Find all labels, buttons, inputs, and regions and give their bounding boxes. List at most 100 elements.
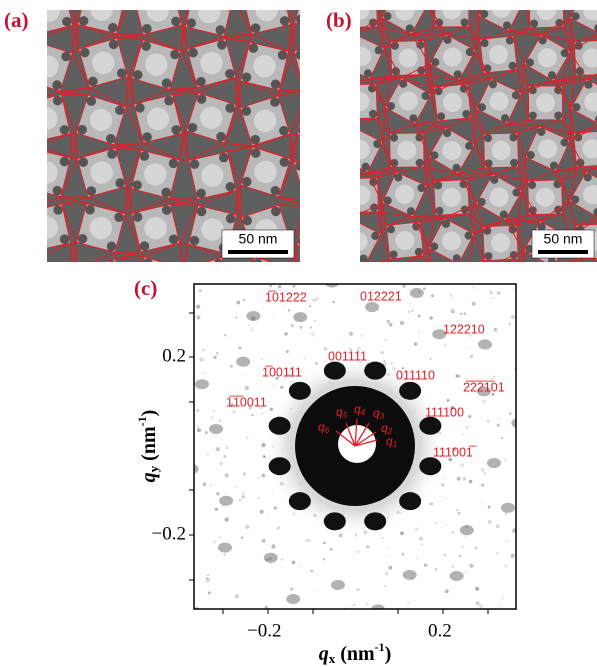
tiling-edge <box>336 254 337 261</box>
noise <box>330 548 333 551</box>
noise <box>356 588 359 591</box>
noise <box>288 309 291 312</box>
tile-dot <box>170 50 180 60</box>
tiling-edge <box>0 198 17 215</box>
noise <box>314 320 316 322</box>
scale-bar <box>538 250 588 254</box>
tile-dot <box>226 182 236 192</box>
tiling-edge <box>562 295 571 304</box>
square-tile <box>0 95 17 144</box>
noise <box>481 484 484 487</box>
noise <box>552 491 556 495</box>
noise <box>472 302 476 306</box>
tiling-edge <box>330 213 345 227</box>
noise <box>322 272 325 275</box>
tile-dot <box>78 157 88 167</box>
tiling-edge <box>423 0 427 4</box>
noise <box>538 445 541 448</box>
tile-core <box>491 233 510 252</box>
tile-dot <box>251 23 261 33</box>
tile-core <box>395 185 414 204</box>
tile-dot <box>33 261 43 271</box>
noise <box>419 537 423 541</box>
noise <box>497 605 499 607</box>
square-tile <box>571 264 597 309</box>
tile-core <box>310 219 332 241</box>
outer-spot <box>219 496 233 506</box>
tiling-edge <box>330 261 337 284</box>
tile-dot <box>461 0 469 1</box>
tile-dot <box>328 132 338 142</box>
tiling-edge <box>332 166 343 179</box>
tiling-edge <box>0 148 18 197</box>
noise <box>467 272 470 275</box>
noise <box>466 426 468 428</box>
noise <box>324 347 328 351</box>
tiling-edge <box>17 79 22 106</box>
noise <box>225 446 229 450</box>
noise <box>521 354 523 356</box>
tiling-edge <box>561 270 571 295</box>
noise <box>464 313 466 315</box>
noise <box>287 270 290 273</box>
tile-core <box>0 109 4 131</box>
reflection-index: 111001̅ <box>433 445 477 459</box>
tile-core <box>350 92 369 111</box>
noise <box>395 648 397 650</box>
tile-dot <box>334 214 344 224</box>
tile-dot <box>217 40 227 50</box>
noise <box>446 399 449 402</box>
tile-dot <box>298 126 308 136</box>
tiling-edge <box>337 274 340 284</box>
noise <box>236 301 240 305</box>
tiling-edge <box>330 132 337 157</box>
tiling-edge <box>296 132 332 168</box>
noise <box>323 542 326 545</box>
tiling-edge <box>518 259 521 281</box>
tile-dot <box>169 234 179 244</box>
tile-dot <box>484 252 492 260</box>
tile-core <box>442 232 461 251</box>
noise <box>199 289 202 292</box>
reflection-index: 1̅1̅0011 <box>226 395 267 409</box>
noise <box>487 420 490 423</box>
tile-dot <box>253 258 263 268</box>
noise <box>496 424 499 427</box>
tile-core <box>90 272 112 294</box>
tiling-edge <box>459 264 468 269</box>
tile-dot <box>304 190 314 200</box>
tile-core <box>254 161 276 183</box>
square-tile <box>22 259 72 309</box>
tile-core <box>0 0 2 22</box>
tiling-edge <box>333 0 335 4</box>
noise <box>310 570 313 573</box>
noise <box>396 645 398 647</box>
noise <box>489 291 493 295</box>
tile-dot <box>481 39 489 47</box>
noise <box>492 298 493 299</box>
noise <box>185 325 188 328</box>
tiling-edge <box>0 145 6 159</box>
y-axis-label: qy (nm-1) <box>135 410 161 483</box>
tile-core <box>36 55 58 77</box>
tiling-edge <box>319 34 329 37</box>
noise <box>216 447 220 451</box>
tile-core <box>352 186 371 205</box>
tiling-edge <box>294 42 342 90</box>
tile-core <box>538 48 557 67</box>
tile-core <box>0 54 3 76</box>
noise <box>133 474 134 475</box>
tile-core <box>489 92 508 111</box>
noise <box>333 631 337 635</box>
noise <box>473 565 474 566</box>
tile-dot <box>278 50 288 60</box>
noise <box>213 541 216 544</box>
tile-dot <box>33 24 43 34</box>
tile-core <box>538 139 557 158</box>
noise <box>203 373 205 375</box>
noise <box>286 350 289 353</box>
tile-dot <box>573 289 581 297</box>
tile-core <box>306 94 325 113</box>
noise <box>385 339 387 341</box>
noise <box>481 617 483 619</box>
